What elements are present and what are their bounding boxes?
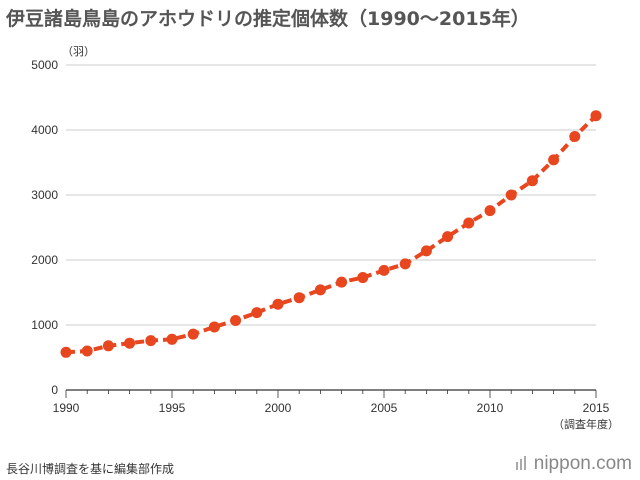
chart-title: 伊豆諸島鳥島のアホウドリの推定個体数（1990〜2015年） (6, 8, 530, 30)
data-point (293, 292, 305, 304)
y-tick-label: 3000 (31, 188, 58, 202)
series-line (60, 110, 602, 358)
logo-text: nippon.com (533, 453, 632, 474)
source-note: 長谷川博調査を基に編集部作成 (6, 462, 175, 476)
data-point (505, 189, 517, 201)
data-point (251, 307, 263, 319)
data-point (526, 175, 538, 187)
data-point (357, 272, 369, 284)
data-point (60, 346, 72, 358)
data-point (420, 245, 432, 257)
x-tick-label: 2005 (371, 401, 398, 415)
y-tick-label: 2000 (31, 253, 58, 267)
y-axis-unit: （羽） (62, 45, 95, 58)
data-point (208, 321, 220, 333)
data-point (569, 131, 581, 142)
data-point (548, 154, 560, 166)
x-tick-label: 2010 (477, 401, 504, 415)
x-tick-label: 2000 (265, 401, 292, 415)
x-axis: 1990 1995 2000 2005 2010 2015 (53, 390, 610, 415)
data-point (145, 335, 157, 347)
data-point (166, 333, 178, 345)
x-tick-label: 1990 (53, 401, 80, 415)
data-point (336, 276, 348, 288)
data-point (463, 217, 475, 229)
data-point (230, 314, 242, 326)
data-point (187, 328, 199, 340)
y-axis: 0 1000 2000 3000 4000 5000 (31, 58, 58, 397)
data-point (399, 258, 411, 270)
x-axis-title: （調査年度） (553, 417, 619, 431)
data-point (378, 264, 390, 276)
y-tick-label: 1000 (31, 318, 58, 332)
y-tick-label: 0 (51, 383, 58, 397)
logo-bars-icon (515, 456, 526, 470)
x-tick-label: 1995 (159, 401, 186, 415)
data-point (590, 110, 602, 122)
data-point (272, 298, 284, 310)
data-point (102, 340, 114, 352)
data-point (314, 284, 326, 296)
data-point (442, 231, 454, 243)
data-point (81, 345, 93, 357)
data-point (484, 205, 496, 217)
data-point (124, 337, 136, 349)
y-tick-label: 5000 (31, 58, 58, 72)
x-tick-label: 2015 (583, 401, 610, 415)
nippon-logo: nippon.com (515, 453, 632, 475)
y-tick-label: 4000 (31, 123, 58, 137)
series-path (65, 114, 598, 355)
